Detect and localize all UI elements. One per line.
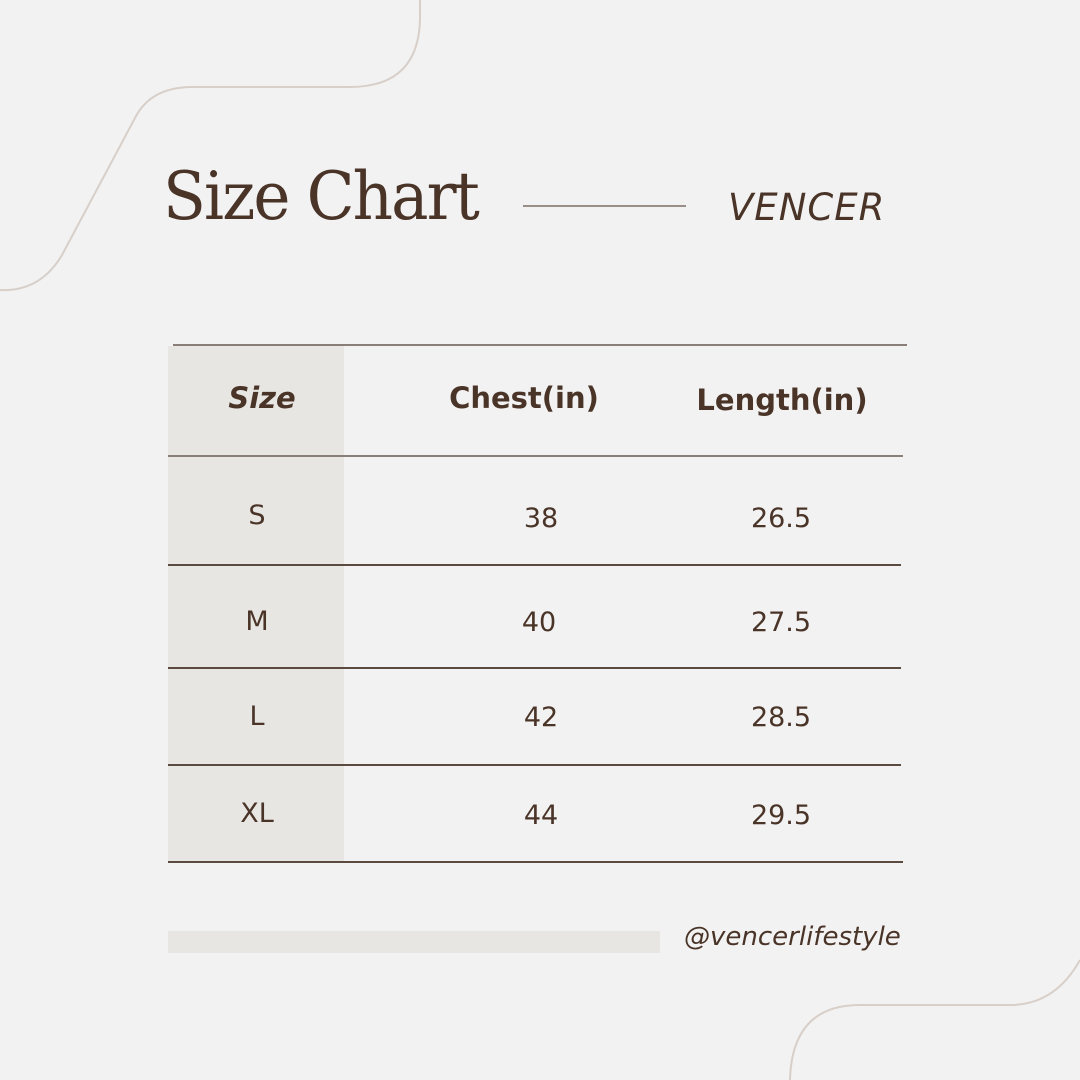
brand-name: VENCER	[728, 186, 886, 229]
row-divider	[168, 455, 903, 457]
header-chest: Chest(in)	[449, 381, 599, 415]
social-handle: @vencerlifestyle	[684, 922, 901, 952]
table-top-border	[173, 344, 907, 346]
row-divider	[168, 861, 903, 863]
cell-chest: 38	[523, 503, 559, 534]
cell-chest: 44	[523, 800, 559, 831]
footer-bar	[168, 931, 660, 953]
title-divider	[523, 205, 686, 207]
cell-length: 26.5	[750, 503, 812, 534]
cell-size: L	[249, 701, 265, 732]
cell-size: M	[245, 606, 269, 637]
header-size: Size	[228, 381, 296, 415]
row-divider	[168, 564, 901, 566]
row-divider	[168, 667, 901, 669]
cell-length: 27.5	[750, 607, 812, 638]
header-length: Length(in)	[696, 383, 868, 417]
row-divider	[168, 764, 901, 766]
cell-chest: 42	[523, 702, 559, 733]
cell-size: S	[248, 500, 266, 531]
page-title: Size Chart	[163, 158, 480, 235]
cell-size: XL	[240, 798, 274, 829]
size-column-background	[168, 346, 344, 862]
cell-length: 29.5	[750, 800, 812, 831]
cell-chest: 40	[521, 607, 557, 638]
cell-length: 28.5	[750, 702, 812, 733]
